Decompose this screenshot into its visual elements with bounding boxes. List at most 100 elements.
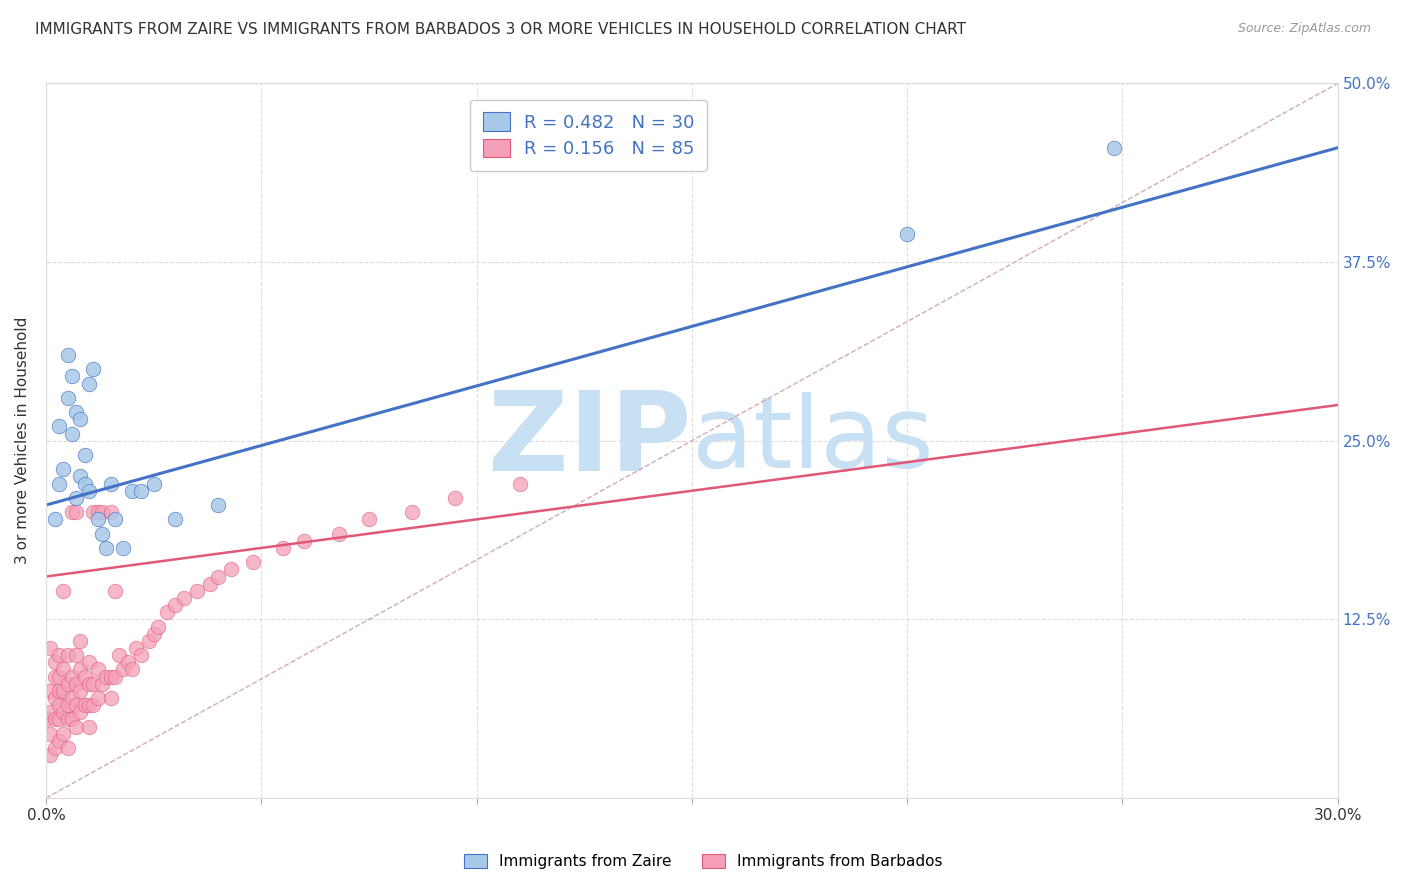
Point	[48, 698, 70, 713]
Point	[198, 576, 221, 591]
Point	[328, 526, 350, 541]
Point	[65, 698, 87, 713]
Point	[165, 512, 187, 526]
Point	[129, 483, 152, 498]
Point	[69, 412, 91, 426]
Point	[69, 662, 91, 676]
Point	[82, 362, 104, 376]
Point	[73, 698, 96, 713]
Point	[104, 512, 127, 526]
Point	[69, 684, 91, 698]
Point	[104, 669, 127, 683]
Point	[48, 476, 70, 491]
Point	[100, 505, 122, 519]
Point	[96, 541, 118, 555]
Point	[1102, 141, 1125, 155]
Point	[292, 533, 315, 548]
Point	[65, 648, 87, 662]
Point	[52, 727, 75, 741]
Point	[219, 562, 242, 576]
Point	[65, 677, 87, 691]
Point	[186, 583, 208, 598]
Point	[86, 691, 108, 706]
Point	[77, 483, 100, 498]
Point	[44, 655, 66, 669]
Point	[207, 569, 229, 583]
Point	[100, 669, 122, 683]
Point	[65, 491, 87, 505]
Point	[60, 369, 83, 384]
Point	[48, 648, 70, 662]
Point	[207, 498, 229, 512]
Point	[142, 476, 165, 491]
Point	[56, 741, 79, 756]
Point	[48, 713, 70, 727]
Point	[60, 669, 83, 683]
Point	[77, 720, 100, 734]
Point	[77, 677, 100, 691]
Point	[86, 662, 108, 676]
Point	[56, 713, 79, 727]
Point	[73, 448, 96, 462]
Point	[100, 691, 122, 706]
Point	[52, 662, 75, 676]
Point	[73, 669, 96, 683]
Point	[155, 605, 177, 619]
Point	[91, 505, 114, 519]
Point	[39, 727, 62, 741]
Point	[357, 512, 380, 526]
Point	[60, 691, 83, 706]
Point	[35, 713, 58, 727]
Point	[65, 405, 87, 419]
Point	[82, 698, 104, 713]
Point	[56, 348, 79, 362]
Point	[91, 526, 114, 541]
Point	[117, 655, 139, 669]
Point	[129, 648, 152, 662]
Point	[52, 706, 75, 720]
Point	[39, 748, 62, 763]
Point	[165, 598, 187, 612]
Point	[91, 677, 114, 691]
Point	[112, 662, 135, 676]
Point	[121, 483, 143, 498]
Point	[69, 633, 91, 648]
Point	[242, 555, 264, 569]
Point	[60, 426, 83, 441]
Point	[108, 648, 131, 662]
Point	[125, 640, 148, 655]
Point	[52, 583, 75, 598]
Point	[44, 741, 66, 756]
Legend: R = 0.482   N = 30, R = 0.156   N = 85: R = 0.482 N = 30, R = 0.156 N = 85	[470, 100, 707, 170]
Point	[146, 619, 169, 633]
Point	[100, 476, 122, 491]
Point	[60, 505, 83, 519]
Point	[39, 640, 62, 655]
Point	[77, 376, 100, 391]
Point	[56, 698, 79, 713]
Point	[48, 669, 70, 683]
Point	[48, 419, 70, 434]
Point	[138, 633, 160, 648]
Point	[39, 684, 62, 698]
Point	[69, 706, 91, 720]
Point	[271, 541, 294, 555]
Point	[401, 505, 423, 519]
Point	[60, 713, 83, 727]
Point	[39, 706, 62, 720]
Point	[48, 684, 70, 698]
Point	[509, 476, 531, 491]
Point	[96, 669, 118, 683]
Text: atlas: atlas	[692, 392, 934, 489]
Point	[142, 626, 165, 640]
Point	[444, 491, 467, 505]
Point	[56, 677, 79, 691]
Point	[82, 505, 104, 519]
Legend: Immigrants from Zaire, Immigrants from Barbados: Immigrants from Zaire, Immigrants from B…	[457, 848, 949, 875]
Point	[52, 462, 75, 476]
Point	[44, 512, 66, 526]
Point	[69, 469, 91, 483]
Point	[82, 677, 104, 691]
Point	[86, 505, 108, 519]
Point	[44, 713, 66, 727]
